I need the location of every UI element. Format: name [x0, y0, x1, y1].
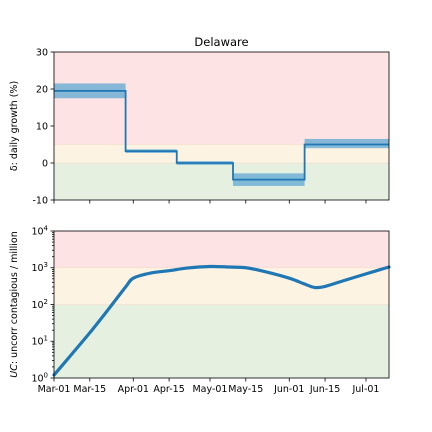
contagious-y-tick-label: 102: [31, 298, 48, 311]
x-tick-label: May-15: [228, 384, 263, 395]
growth-panel: -10 0 10 20 30 Delaware δ: daily growth (%): [9, 35, 390, 206]
contagious-y-tick-label: 101: [31, 335, 48, 348]
growth-x-ticks: [53, 200, 367, 204]
growth-y-axis-label: δ: daily growth (%): [9, 81, 20, 171]
contagious-band-2: [54, 231, 389, 268]
x-tick-label: Apr-15: [153, 384, 184, 395]
x-tick-label: Mar-01: [38, 384, 71, 395]
x-tick-label: Apr-01: [118, 384, 149, 395]
growth-y-tick-label: 0: [42, 158, 48, 169]
contagious-y-ticks: 100 101 102 103 104: [31, 224, 54, 384]
growth-step-line: [54, 89, 389, 181]
x-tick-label: Jun-01: [273, 384, 304, 395]
growth-zone-bands: [54, 52, 389, 200]
x-tick-label: Jun-15: [309, 384, 340, 395]
contagious-y-tick-label: 104: [31, 224, 48, 237]
x-tick-label: Jul-01: [351, 384, 379, 395]
chart-title: Delaware: [194, 35, 248, 49]
contagious-y-tick-label: 103: [31, 261, 48, 274]
growth-y-tick-label: 10: [36, 121, 48, 132]
growth-ci-4: [304, 138, 389, 149]
contagious-x-ticks: Mar-01 Mar-15 Apr-01 Apr-15 May-01 May-15 Jun-…: [38, 378, 379, 395]
growth-y-tick-label: -10: [32, 195, 48, 206]
x-tick-label: Mar-15: [73, 384, 106, 395]
growth-band-0: [54, 163, 389, 200]
contagious-curve: [52, 264, 391, 377]
contagious-y-axis-label: UC: uncorr contagious / million: [9, 231, 20, 378]
contagious-y-tick-label: 100: [31, 371, 48, 384]
contagious-band-1: [54, 267, 389, 305]
contagious-panel: 100 101 102 103 104 Mar-01 Mar-15 Apr-01 Apr-15…: [9, 224, 391, 395]
growth-y-ticks: -10 0 10 20 30: [32, 47, 54, 206]
contagious-y-label-text: : uncorr contagious / million: [9, 231, 20, 364]
growth-y-tick-label: 30: [36, 47, 48, 58]
contagious-zone-bands: [54, 231, 389, 378]
contagious-y-label-symbol: UC: [9, 364, 20, 378]
growth-y-tick-label: 20: [36, 84, 48, 95]
x-tick-label: May-01: [192, 384, 227, 395]
contagious-band-0: [54, 304, 389, 378]
